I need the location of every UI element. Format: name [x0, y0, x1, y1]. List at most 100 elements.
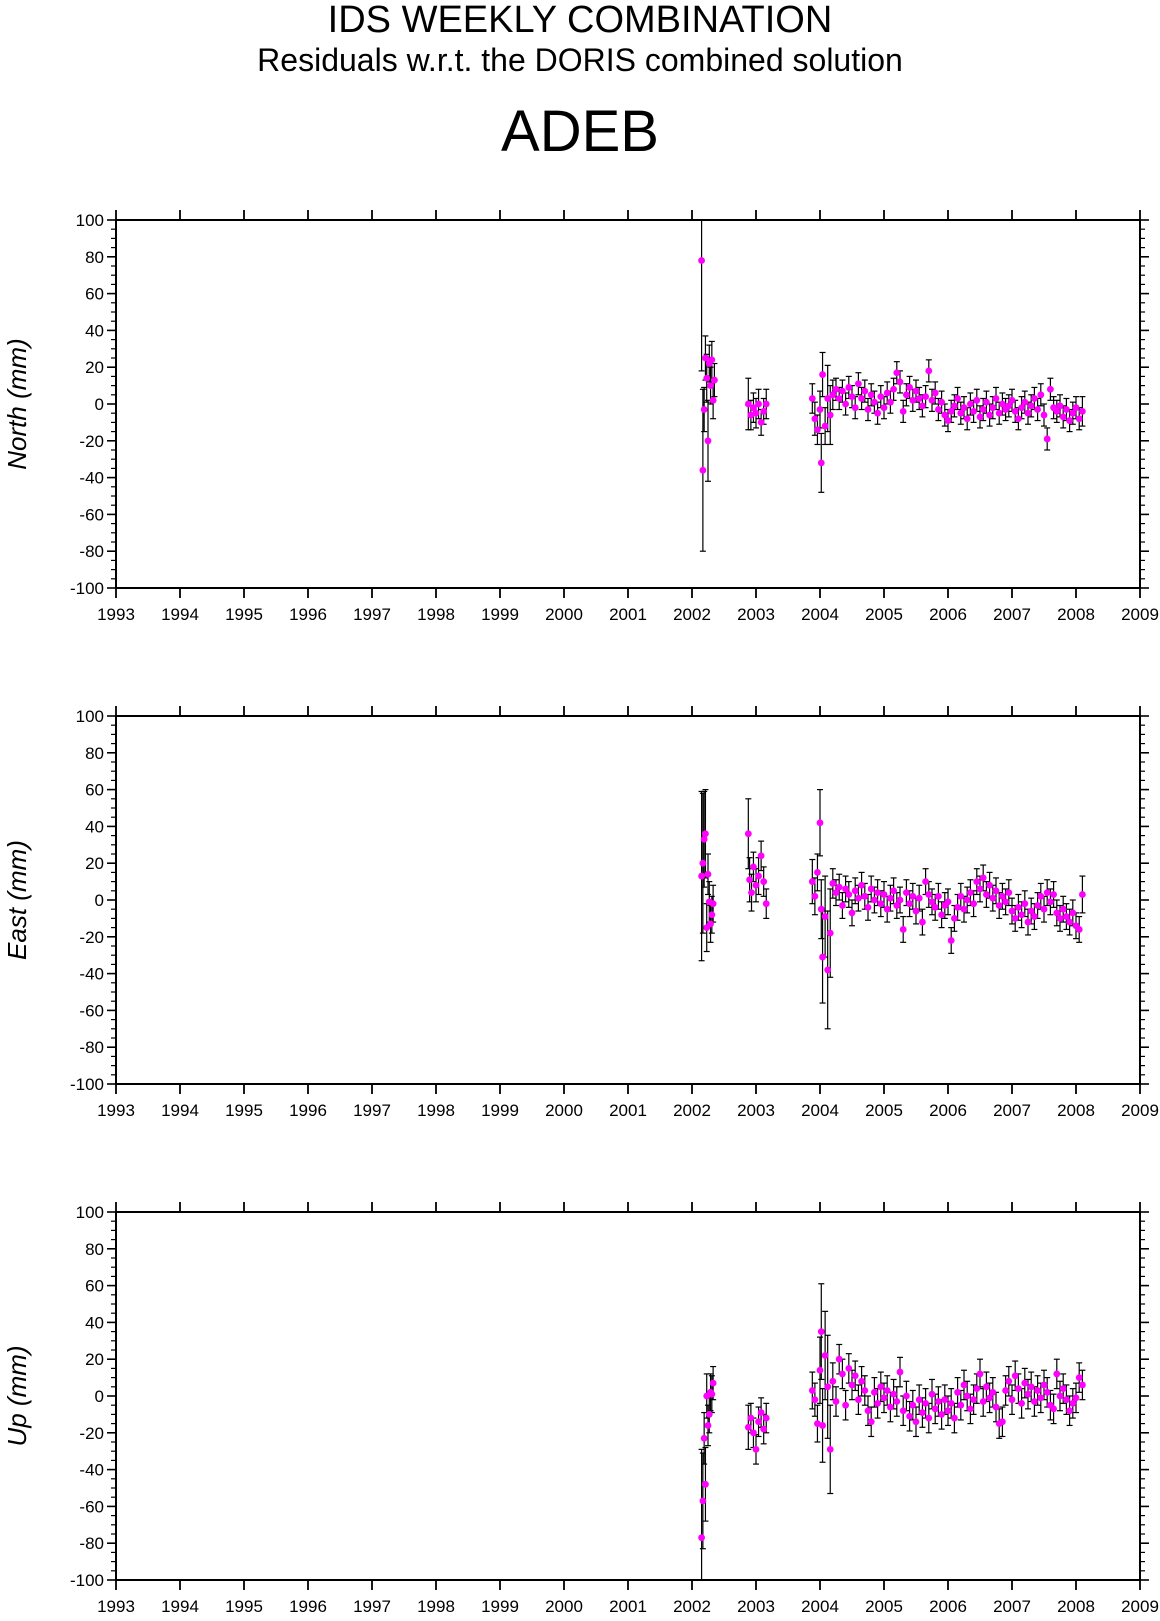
data-point	[1059, 413, 1067, 421]
data-point	[957, 892, 965, 900]
data-point	[1079, 1381, 1086, 1389]
east-x-tick-label: 2008	[1057, 1101, 1095, 1120]
data-point	[899, 1407, 907, 1415]
data-point	[698, 872, 705, 880]
data-point	[845, 384, 853, 391]
data-point	[848, 1381, 856, 1389]
data-point	[752, 1445, 760, 1453]
data-point	[1063, 406, 1070, 413]
data-point	[938, 911, 945, 919]
data-point	[867, 885, 875, 893]
data-point	[986, 411, 993, 419]
north-y-axis-label: North (mm)	[2, 338, 32, 469]
east-data-points	[698, 788, 1086, 1030]
data-point	[1063, 1396, 1070, 1404]
data-point	[839, 902, 846, 909]
data-point	[819, 1422, 826, 1429]
data-point	[814, 1420, 821, 1427]
data-point	[871, 398, 878, 406]
data-point	[864, 1407, 872, 1415]
data-point	[762, 1414, 770, 1422]
data-point	[976, 885, 984, 893]
data-point	[702, 1480, 709, 1488]
data-point	[947, 1399, 955, 1407]
data-point	[909, 892, 917, 900]
data-point	[848, 909, 856, 917]
data-point	[760, 878, 768, 885]
data-point	[700, 1434, 708, 1442]
data-point	[896, 378, 904, 386]
data-point	[989, 1388, 997, 1396]
data-point	[755, 1418, 762, 1426]
data-point	[1021, 398, 1029, 406]
data-point	[826, 929, 834, 937]
data-point	[986, 1394, 993, 1402]
data-point	[1015, 1385, 1022, 1393]
data-point	[880, 404, 888, 412]
data-point	[960, 905, 968, 913]
data-point	[1031, 913, 1038, 920]
north-x-tick-label: 2003	[737, 605, 775, 624]
data-point	[912, 387, 920, 395]
data-point	[1059, 1385, 1067, 1393]
data-point	[989, 404, 997, 412]
north-x-tick-label: 1998	[417, 605, 455, 624]
north-y-tick-label: 80	[85, 248, 104, 267]
data-point	[1015, 903, 1022, 911]
data-point	[903, 391, 910, 399]
data-point	[1002, 1387, 1009, 1394]
data-point	[811, 1396, 819, 1404]
data-point	[711, 376, 718, 384]
data-point	[1063, 913, 1070, 920]
data-point	[877, 900, 885, 908]
data-point	[883, 1387, 891, 1394]
data-point	[912, 907, 920, 915]
data-point	[1053, 1370, 1061, 1378]
data-point	[1059, 905, 1067, 913]
data-point	[1047, 385, 1054, 393]
data-point	[944, 417, 952, 424]
data-point	[760, 1425, 768, 1433]
data-point	[951, 1414, 958, 1422]
data-point	[1043, 1388, 1051, 1396]
data-point	[747, 1414, 755, 1422]
data-point	[957, 1401, 965, 1409]
data-point	[1024, 918, 1032, 926]
data-point	[944, 1407, 952, 1415]
data-point	[704, 437, 712, 445]
data-point	[752, 409, 760, 417]
data-point	[960, 404, 968, 412]
data-point	[957, 409, 965, 417]
data-point	[819, 371, 826, 378]
data-point	[811, 892, 819, 900]
data-point	[935, 406, 942, 413]
data-point	[747, 411, 755, 419]
data-point	[1005, 889, 1013, 897]
data-point	[808, 1387, 816, 1394]
data-point	[922, 878, 929, 885]
data-point	[708, 1390, 716, 1398]
data-point	[989, 894, 997, 902]
data-point	[1037, 1394, 1045, 1402]
up-x-tick-label: 2003	[737, 1597, 775, 1616]
north-y-tick-label: 20	[85, 358, 104, 377]
data-point	[1024, 1390, 1032, 1398]
data-point	[821, 422, 829, 430]
data-point	[748, 889, 755, 897]
data-point	[855, 1396, 862, 1404]
north-y-tick-label: -40	[79, 469, 104, 488]
north-data-points	[698, 220, 1086, 552]
data-point	[698, 1534, 705, 1542]
data-point	[941, 411, 949, 419]
data-point	[999, 1418, 1006, 1426]
data-point	[909, 1401, 917, 1409]
north-x-tick-label: 2001	[609, 605, 647, 624]
data-point	[887, 398, 894, 406]
data-point	[1040, 905, 1048, 913]
up-y-tick-label: -40	[79, 1461, 104, 1480]
up-y-tick-label: -20	[79, 1424, 104, 1443]
data-point	[707, 920, 714, 928]
data-point	[757, 852, 765, 860]
data-point	[995, 409, 1003, 417]
data-point	[954, 395, 961, 402]
